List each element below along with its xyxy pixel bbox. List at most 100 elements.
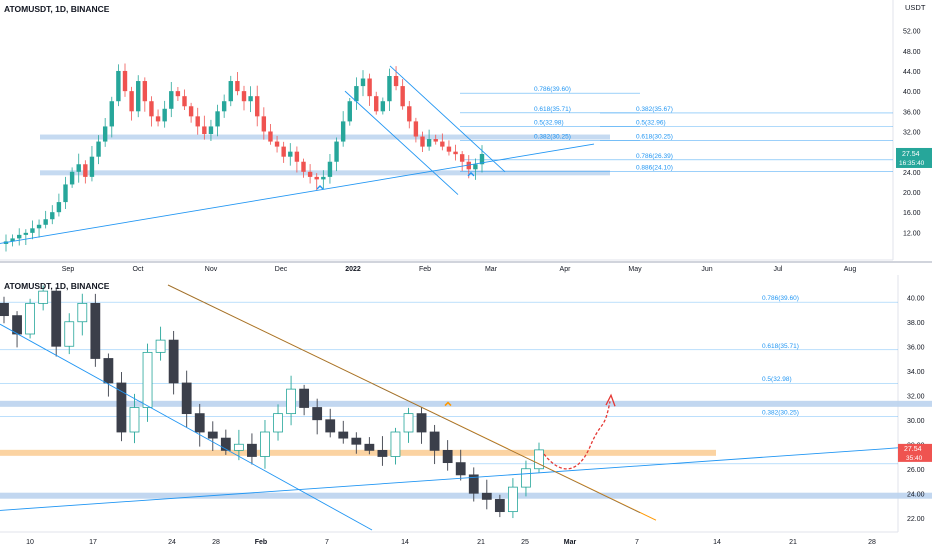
top-x-tick-label: Dec [275,266,288,273]
candle-body [175,91,181,97]
bottom-y-tick-label: 22.00 [907,516,925,523]
candle-body [273,413,283,433]
candle-body [334,141,339,162]
candle-body [43,219,48,225]
candle-body [360,78,366,87]
top-y-tick-label: 32.00 [903,129,921,136]
candle-body [129,407,140,433]
candle-body [327,161,333,177]
bottom-last-price: 27.54 [904,446,922,453]
top-y-tick-label: 52.00 [903,29,921,36]
candle-body [221,101,227,112]
top-y-tick-label: 40.00 [903,89,921,96]
candle-body [301,161,306,172]
candle-body [155,116,161,122]
candle-body [63,184,68,203]
candle-body [407,106,412,122]
candle-body [387,76,392,102]
candle-body [314,176,319,180]
candle-body [325,419,336,433]
candle-body [494,498,505,513]
candle-body [367,78,372,97]
bottom-y-tick-label: 24.00 [907,491,925,498]
candle-body [215,111,220,127]
candle-body [228,81,233,102]
bottom-y-tick-label: 34.00 [907,369,925,376]
bottom-x-tick-label: 10 [26,539,34,546]
candle-body [77,302,88,323]
candle-body [23,232,29,235]
top-y-tick-label: 24.00 [903,170,921,177]
candle-body [261,116,267,132]
bottom-x-tick-label: 21 [789,539,797,546]
bottom-countdown: 35:40 [906,455,923,462]
candle-body [36,224,42,229]
candle-body [181,382,192,415]
candle-body [268,131,273,142]
fib-level-label: 0.5(32.98) [534,120,564,127]
candle-body [169,91,174,109]
candle-body [473,164,478,170]
candle-body [207,431,218,439]
candle-body [534,449,544,470]
bottom-x-tick-label: 25 [521,539,529,546]
candle-body [90,302,101,359]
candle-body [446,146,452,152]
candle-body [50,212,55,220]
fib-level-label: 0.382(35.67) [636,106,673,113]
top-ascending-trendline [0,143,595,244]
candle-body [51,290,62,347]
top-support-zone [40,170,610,176]
bottom-y-tick-label: 30.00 [907,418,925,425]
candle-body [312,407,323,421]
candle-body [30,228,35,233]
candle-body [440,141,445,147]
candle-body [162,108,167,122]
candle-body [89,156,95,177]
top-x-tick-label: Sep [62,266,75,273]
bottom-x-tick-label: 28 [868,539,876,546]
caret-marker [467,171,475,177]
bottom-y-tick-label: 26.00 [907,467,925,474]
bottom-lower-trendline [0,323,373,531]
fib-level-label: 0.5(32.96) [636,120,666,127]
candle-body [195,116,200,127]
bottom-x-tick-label: 14 [713,539,721,546]
candle-body [420,136,425,147]
candle-body [286,388,296,415]
candle-body [182,96,187,107]
top-x-tick-label: May [628,266,642,273]
candle-body [255,96,260,117]
candle-body [64,321,75,347]
bottom-ascending-trendline [0,445,932,511]
candle-body [168,339,179,384]
top-x-tick-label: Aug [844,266,857,273]
candle-body [202,126,207,134]
candle-body [248,96,253,102]
candle-body [233,443,244,451]
top-y-tick-label: 48.00 [903,49,921,56]
bottom-x-tick-label: 28 [212,539,220,546]
top-countdown: 16:35:40 [899,160,925,167]
candle-body [25,302,35,335]
candle-body [340,121,346,142]
fib-level-label: 0.886(24.10) [636,164,673,171]
top-y-tick-label: 16.00 [903,210,921,217]
projection-path [543,401,611,470]
top-x-tick-label: Apr [560,266,572,273]
top-y-tick-label: 12.00 [903,230,921,237]
fib-level-label: 0.618(35.71) [534,106,571,113]
candle-body [453,151,458,155]
top-channel-lower [344,90,459,195]
candle-body [17,234,22,239]
candle-body [142,81,148,102]
candle-body [194,413,205,433]
bottom-x-tick-label: 21 [477,539,485,546]
top-x-tick-label: Jun [701,266,712,273]
candle-body [208,126,214,134]
candle-body [56,202,62,213]
bottom-support-zone [0,400,932,407]
candle-body [12,315,22,335]
top-y-tick-label: 20.00 [903,190,921,197]
